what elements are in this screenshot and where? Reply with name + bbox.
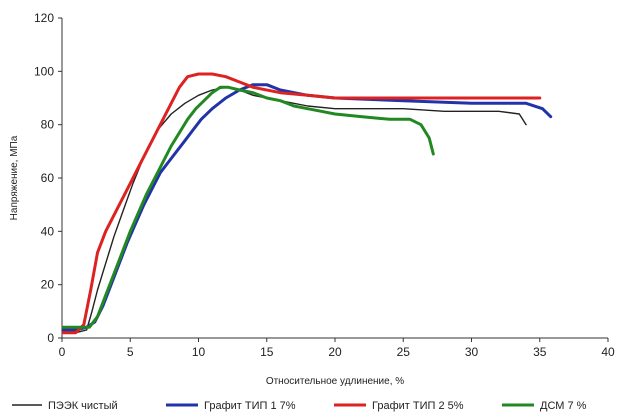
legend: ПЭЭК чистый Графит ТИП 1 7% Графит ТИП 2 5… bbox=[12, 400, 587, 412]
legend-label-2: Графит ТИП 1 7% bbox=[204, 400, 296, 412]
y-tick-label: 120 bbox=[34, 11, 54, 25]
series-line-1 bbox=[62, 86, 527, 334]
x-tick-label: 5 bbox=[127, 345, 134, 359]
y-tick-label: 80 bbox=[41, 118, 55, 132]
legend-label-1: ПЭЭК чистый bbox=[48, 400, 118, 412]
y-tick-label: 40 bbox=[41, 224, 55, 238]
x-tick-label: 30 bbox=[465, 345, 479, 359]
series-layer bbox=[62, 72, 553, 335]
y-axis-title: Напряжение, МПа bbox=[9, 135, 20, 220]
legend-label-4: ДСМ 7 % bbox=[540, 400, 587, 412]
y-tick-label: 100 bbox=[34, 64, 54, 78]
y-tick-label: 60 bbox=[41, 171, 55, 185]
series-line-3 bbox=[62, 72, 542, 335]
series-line-2 bbox=[62, 83, 553, 332]
y-tick-label: 0 bbox=[47, 331, 54, 345]
x-tick-label: 25 bbox=[397, 345, 411, 359]
x-tick-label: 35 bbox=[533, 345, 547, 359]
x-tick-label: 15 bbox=[260, 345, 274, 359]
x-axis-title: Относительное удлинение, % bbox=[266, 376, 404, 387]
y-tick-label: 20 bbox=[41, 278, 55, 292]
legend-label-3: Графит ТИП 2 5% bbox=[372, 400, 464, 412]
x-tick-label: 20 bbox=[328, 345, 342, 359]
x-tick-label: 0 bbox=[59, 345, 66, 359]
x-tick-label: 10 bbox=[192, 345, 206, 359]
series-line-4 bbox=[62, 85, 435, 329]
x-tick-label: 40 bbox=[601, 345, 615, 359]
axis-ticks: 0 20 40 60 80 100 120 0 5 10 15 20 25 30 35 40 bbox=[34, 11, 615, 359]
